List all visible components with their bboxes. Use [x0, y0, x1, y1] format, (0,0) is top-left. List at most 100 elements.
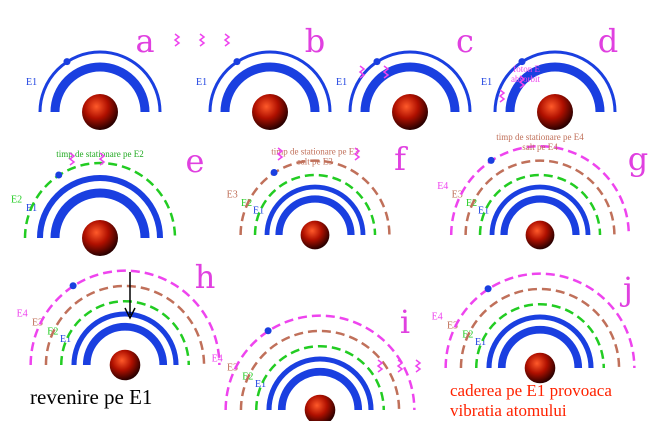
level-label: E4 [17, 309, 28, 320]
level-label: E1 [475, 337, 486, 348]
electron [264, 327, 272, 335]
nucleus [300, 220, 330, 250]
orbit-dashed [444, 272, 636, 369]
level-label: E4 [437, 181, 448, 192]
note: absorbit [511, 74, 540, 84]
nucleus [537, 94, 573, 130]
orbit-e1-outer [486, 314, 594, 369]
electron [69, 282, 77, 290]
photon [173, 33, 181, 47]
caption: caderea pe E1 provoaca [450, 381, 612, 400]
orbit-e1 [277, 367, 363, 411]
orbit-e1-outer [208, 50, 332, 113]
panel-letter: d [598, 22, 618, 60]
orbit-dashed [464, 159, 616, 236]
nucleus [252, 94, 288, 130]
panel-letter: h [195, 258, 216, 296]
orbit-dashed [475, 303, 605, 369]
level-label: E1 [60, 334, 71, 345]
note: salt pe E4 [522, 142, 558, 152]
panel-letter: f [394, 140, 408, 178]
nucleus [304, 394, 336, 421]
level-label: E1 [26, 77, 37, 88]
level-label: E1 [253, 205, 264, 216]
electron [518, 58, 526, 66]
orbit-dashed [29, 269, 221, 366]
level-label: E1 [478, 205, 489, 216]
panel-letter: a [135, 22, 154, 60]
orbit-e1 [275, 195, 355, 236]
orbit-e1-outer [71, 311, 179, 366]
note: timp de stationare pe E2 [56, 149, 143, 159]
panel-letter: j [619, 270, 633, 308]
orbit-e1 [505, 62, 605, 113]
nucleus [392, 94, 428, 130]
photon [358, 65, 366, 79]
arrow-head [124, 307, 136, 320]
level-label: E1 [255, 379, 266, 390]
photon [382, 65, 390, 79]
electron [63, 58, 71, 66]
orbit-e1-outer [348, 50, 472, 113]
panel-letter: c [456, 22, 474, 60]
photon [376, 359, 384, 373]
level-label: E4 [432, 312, 443, 323]
orbit-dashed [23, 161, 177, 239]
note: timp de stationare pe E3 [271, 147, 359, 157]
orbit-dashed [459, 287, 621, 369]
note: salt pe E3 [297, 157, 333, 167]
caption: vibratia atomului [450, 401, 567, 420]
electron [373, 58, 381, 66]
orbit-dashed [239, 329, 401, 411]
photon [498, 89, 506, 103]
nucleus [109, 349, 141, 381]
orbit-dashed [224, 314, 416, 411]
orbit-dashed [478, 173, 602, 236]
orbit-e1 [50, 188, 150, 239]
note: foton E [513, 64, 540, 74]
photon [98, 152, 106, 166]
photon [396, 359, 404, 373]
electron [233, 58, 241, 66]
photon [198, 33, 206, 47]
photon [276, 147, 284, 161]
orbit-e1-outer [266, 356, 374, 411]
level-label: E3 [447, 320, 458, 331]
orbit-dashed [60, 300, 190, 366]
photon [353, 147, 361, 161]
level-label: E1 [196, 77, 207, 88]
level-label: E1 [336, 77, 347, 88]
orbit-e1 [500, 195, 580, 236]
orbit-e1 [360, 62, 460, 113]
nucleus [82, 220, 118, 256]
orbit-dashed [44, 284, 206, 366]
orbit-e1 [220, 62, 320, 113]
panel-letter: b [305, 22, 325, 60]
orbit-e1-outer [489, 184, 591, 236]
electron [270, 169, 278, 177]
level-label: E3 [227, 362, 238, 373]
level-label: E1 [481, 77, 492, 88]
level-label: E3 [32, 317, 43, 328]
panel-letter: e [186, 142, 205, 180]
panel-letter: i [400, 303, 410, 341]
photon [223, 33, 231, 47]
level-label: E4 [212, 354, 223, 365]
orbit-e1 [50, 62, 150, 113]
orbit-e1-outer [37, 175, 163, 239]
orbit-dashed [239, 159, 391, 236]
note: timp de stationare pe E4 [496, 132, 584, 142]
photon [68, 152, 76, 166]
nucleus [82, 94, 118, 130]
caption: revenire pe E1 [30, 385, 152, 409]
nucleus [524, 352, 556, 384]
orbit-e1-outer [264, 184, 366, 236]
orbit-e1 [82, 322, 168, 366]
electron [484, 285, 492, 293]
orbit-dashed [253, 173, 377, 236]
electron [487, 156, 495, 164]
nucleus [525, 220, 555, 250]
electron [55, 171, 63, 179]
level-label: E3 [452, 190, 463, 201]
